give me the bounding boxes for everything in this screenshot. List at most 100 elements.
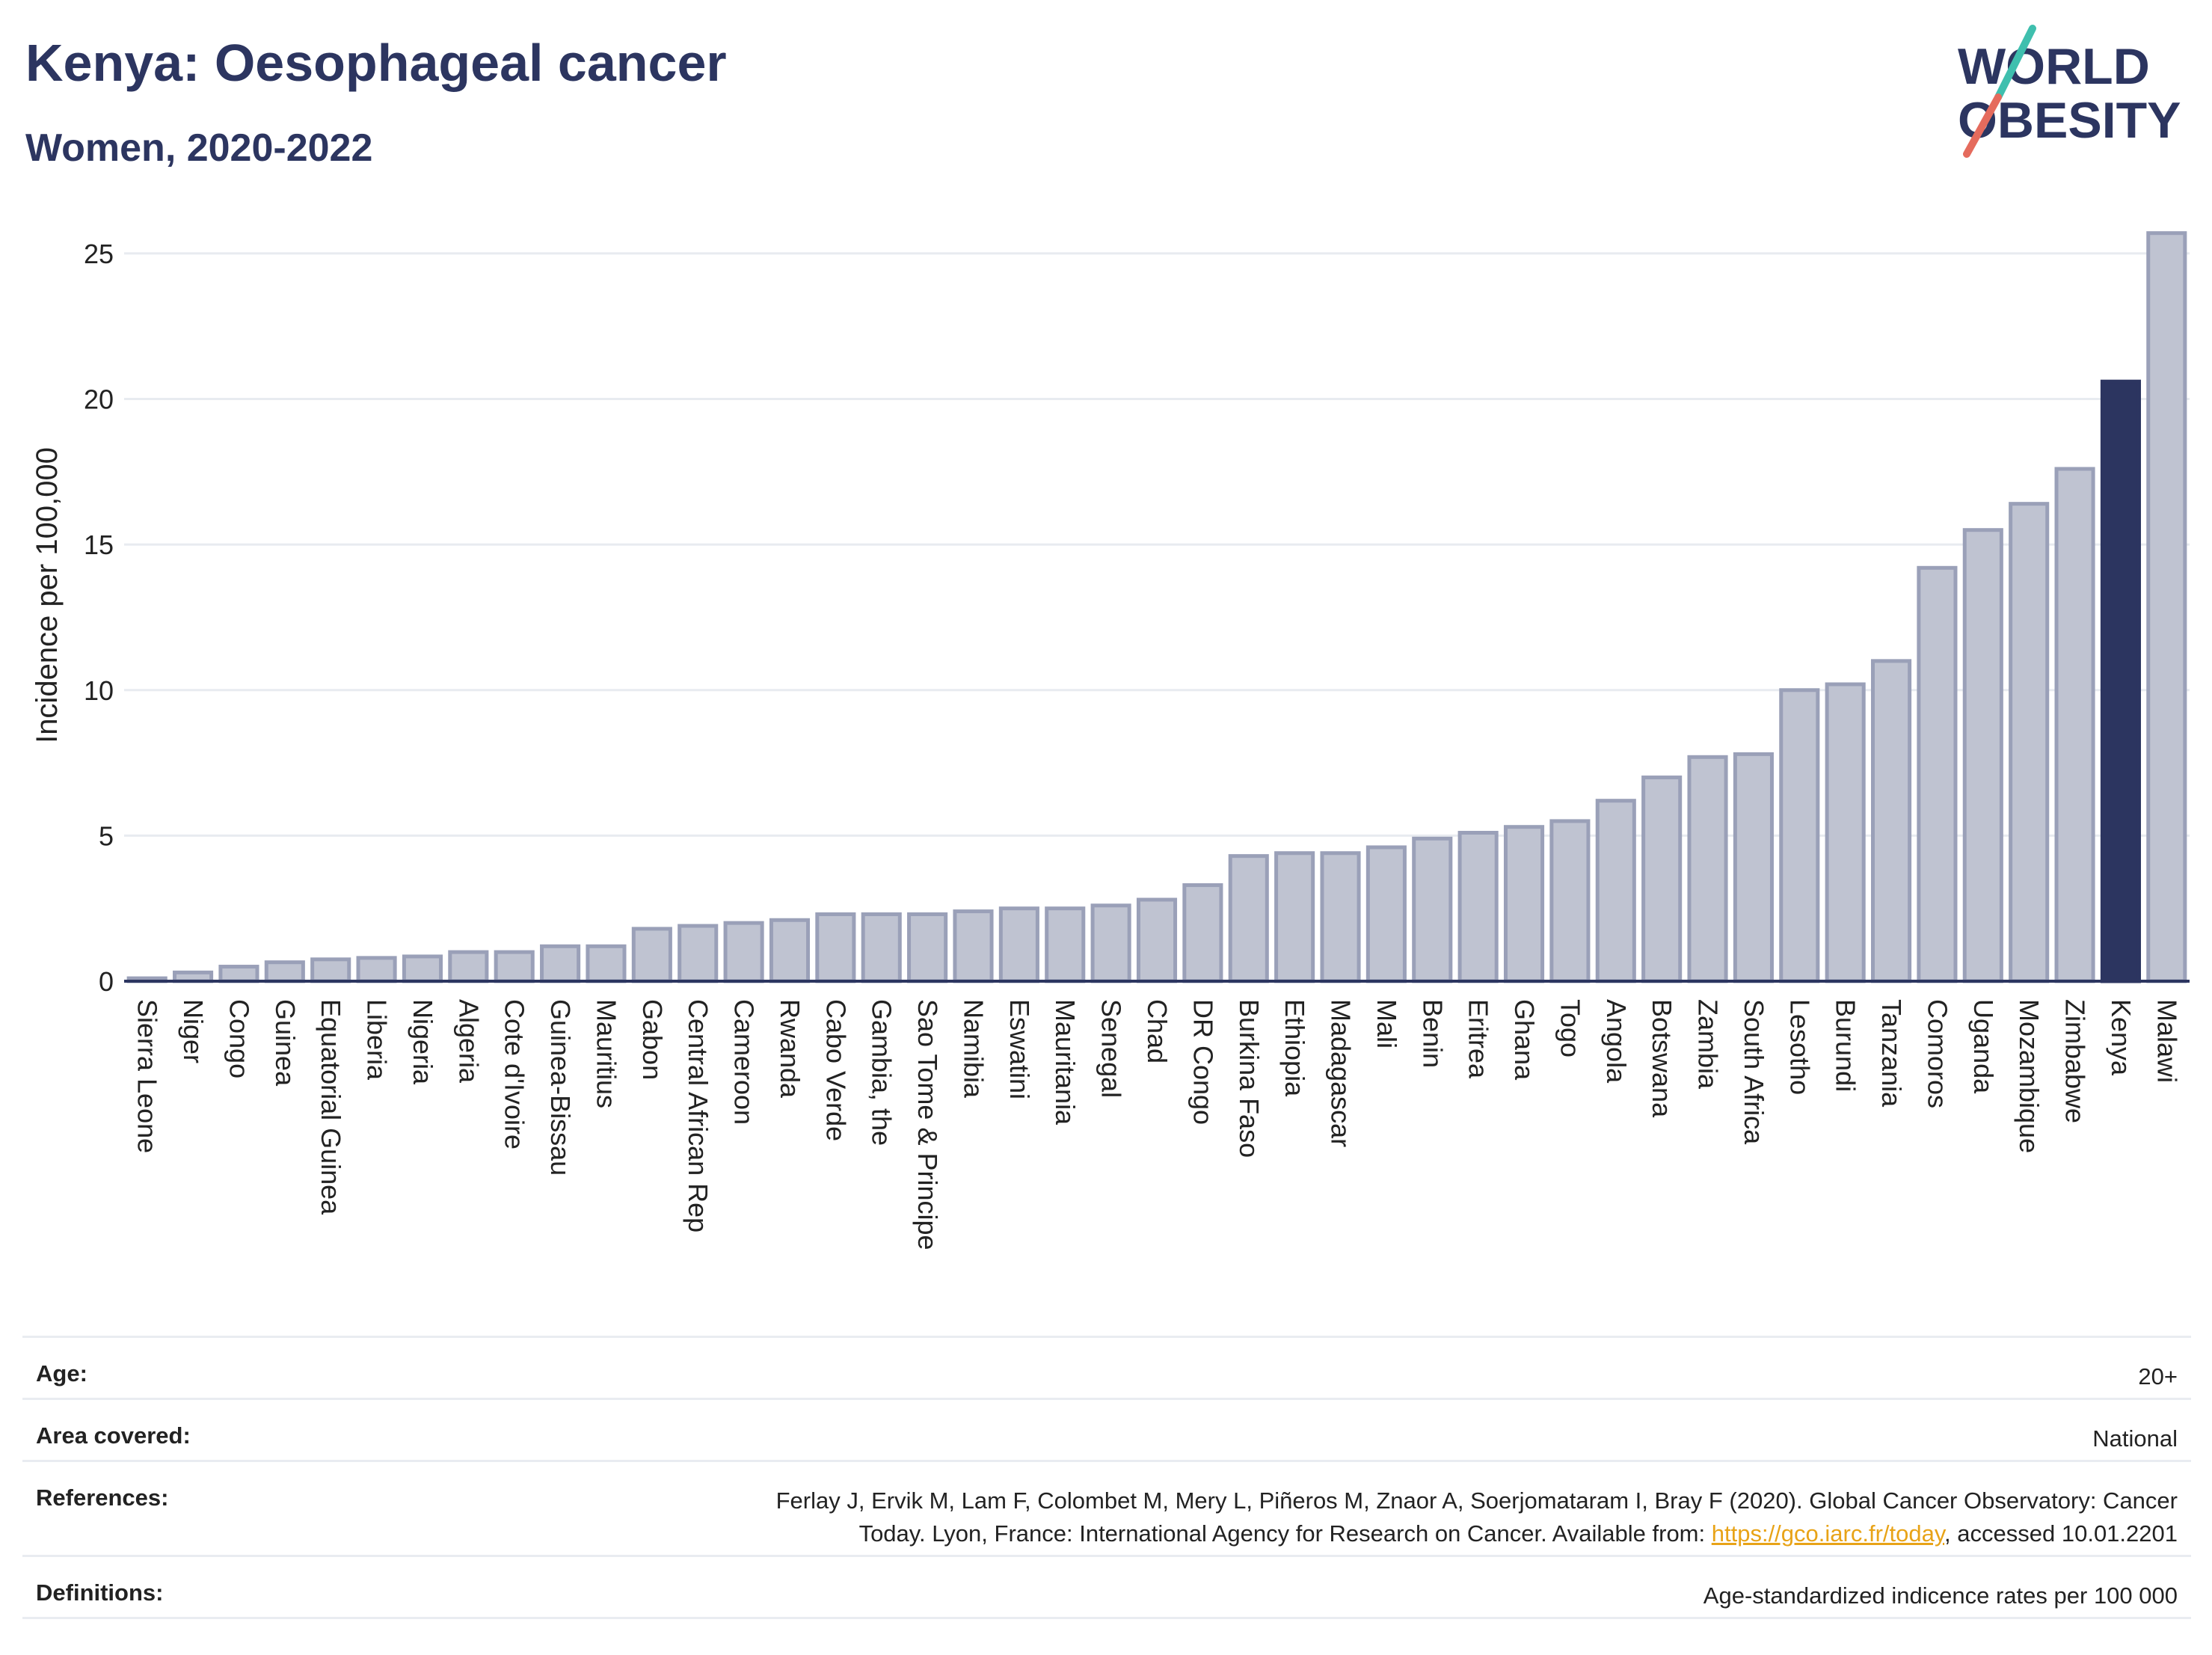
- bar: [2146, 231, 2187, 983]
- y-tick-label: 10: [84, 675, 114, 706]
- x-tick-label: Burundi: [1831, 999, 1861, 1092]
- x-tick-label: Angola: [1601, 999, 1632, 1084]
- bar: [1090, 903, 1131, 983]
- meta-row-definitions: Definitions: Age-standardized indicence …: [22, 1555, 2191, 1619]
- logo-line-1: WORLD: [1958, 38, 2150, 95]
- y-tick-label: 15: [84, 529, 114, 560]
- bar: [218, 965, 259, 983]
- x-tick-label: Togo: [1555, 999, 1585, 1057]
- x-tick-label: Botswana: [1647, 999, 1677, 1118]
- bar: [540, 944, 581, 983]
- x-tick-label: Comoros: [1922, 999, 1953, 1108]
- bar: [1962, 528, 2003, 983]
- x-tick-label: DR Congo: [1188, 999, 1218, 1125]
- x-tick-label: Sierra Leone: [132, 999, 163, 1153]
- bar: [448, 950, 489, 983]
- bar: [1182, 883, 1223, 983]
- x-tick-label: Lesotho: [1784, 999, 1815, 1095]
- bar: [1917, 565, 1958, 983]
- meta-value-definitions: Age-standardized indicence rates per 100…: [1703, 1582, 2178, 1609]
- meta-label-area: Area covered:: [36, 1422, 191, 1449]
- y-axis-title: Incidence per 100,000: [31, 447, 64, 743]
- bar: [2100, 379, 2141, 983]
- bar: [678, 924, 719, 983]
- meta-label-definitions: Definitions:: [36, 1579, 164, 1606]
- bar: [356, 956, 397, 983]
- bar: [1733, 752, 1774, 983]
- x-tick-label: Zimbabwe: [2060, 999, 2091, 1123]
- bar-chart: 0 5 10 15 20 25 Incidence per 100,000 Sierra Le…: [31, 231, 2190, 1250]
- bar: [402, 954, 443, 983]
- chart-title: Kenya: Oesophageal cancer: [25, 34, 727, 92]
- x-tick-label: Gabon: [637, 999, 668, 1080]
- y-tick-label: 25: [84, 239, 114, 269]
- x-tick-label: Mali: [1371, 999, 1402, 1048]
- x-tick-label: Mozambique: [2014, 999, 2044, 1153]
- bar: [631, 927, 672, 983]
- bar: [1045, 906, 1086, 983]
- bar: [264, 960, 305, 983]
- chart-subtitle: Women, 2020-2022: [25, 126, 373, 170]
- references-line-2-end: , accessed 10.01.2201: [1944, 1520, 2178, 1547]
- bar: [1412, 836, 1453, 983]
- x-tick-label: Malawi: [2151, 999, 2182, 1083]
- x-tick-label: Zambia: [1693, 999, 1724, 1090]
- y-tick-label: 0: [99, 966, 114, 997]
- x-tick-label: Cameroon: [729, 999, 760, 1125]
- references-link[interactable]: https://gco.iarc.fr/today: [1711, 1520, 1945, 1547]
- bar: [586, 944, 627, 983]
- logo-slash-teal: [1994, 25, 2036, 101]
- x-tick-label: Kenya: [2106, 999, 2136, 1076]
- x-tick-label: Namibia: [958, 999, 989, 1099]
- x-tick-label: Eritrea: [1463, 999, 1494, 1079]
- meta-value-age: 20+: [2138, 1363, 2178, 1390]
- x-tick-label: Liberia: [362, 999, 393, 1081]
- bar: [1365, 845, 1407, 983]
- bar: [2009, 502, 2050, 983]
- x-tick-label: Ghana: [1509, 999, 1540, 1081]
- y-tick-label: 5: [99, 820, 114, 851]
- x-tick-label: Gambia, the: [867, 999, 897, 1146]
- bar: [1641, 776, 1683, 983]
- references-line-2: Today. Lyon, France: International Agenc…: [858, 1520, 1712, 1547]
- bar: [1595, 799, 1636, 983]
- metadata-table: Age: 20+ Area covered: National Referenc…: [22, 1336, 2191, 1619]
- bar: [1825, 682, 1866, 983]
- bar: [1228, 854, 1269, 983]
- x-tick-label: Guinea: [270, 999, 301, 1087]
- x-tick-label: Rwanda: [775, 999, 805, 1099]
- bar: [494, 950, 535, 983]
- y-tick-label: 20: [84, 384, 114, 415]
- bar: [2054, 467, 2095, 983]
- x-tick-label: Niger: [178, 999, 209, 1063]
- x-tick-label: Uganda: [1968, 999, 1999, 1094]
- x-tick-label: Central African Rep: [683, 999, 713, 1232]
- x-tick-label: Tanzania: [1876, 999, 1907, 1108]
- meta-value-references: Ferlay J, Ervik M, Lam F, Colombet M, Me…: [776, 1462, 2178, 1550]
- x-tick-label: Mauritius: [591, 999, 621, 1108]
- meta-row-age: Age: 20+: [22, 1336, 2191, 1398]
- bar: [1136, 897, 1178, 983]
- bar: [1274, 851, 1315, 983]
- x-tick-label: Senegal: [1096, 999, 1127, 1098]
- bar: [1687, 755, 1728, 983]
- x-tick-label: Cabo Verde: [820, 999, 851, 1141]
- x-tick-label: Sao Tome & Principe: [912, 999, 943, 1250]
- x-tick-label: Madagascar: [1326, 999, 1357, 1147]
- x-tick-label: Ethiopia: [1279, 999, 1310, 1097]
- bar: [1457, 830, 1499, 983]
- x-tick-label: Algeria: [453, 999, 484, 1084]
- x-tick-label: Benin: [1417, 999, 1448, 1068]
- references-line-1: Ferlay J, Ervik M, Lam F, Colombet M, Me…: [775, 1487, 2178, 1514]
- bar: [953, 909, 994, 983]
- bar: [1870, 659, 1912, 983]
- logo-slash-coral: [1963, 93, 2002, 158]
- meta-value-area: National: [2092, 1425, 2178, 1452]
- x-tick-label: Burkina Faso: [1234, 999, 1265, 1158]
- bar: [1503, 825, 1545, 983]
- bar: [815, 912, 856, 983]
- x-tick-label: Cote d'Ivoire: [500, 999, 530, 1149]
- meta-row-area: Area covered: National: [22, 1398, 2191, 1460]
- x-tick-label: Nigeria: [408, 999, 438, 1085]
- x-tick-label: Guinea-Bissau: [545, 999, 576, 1176]
